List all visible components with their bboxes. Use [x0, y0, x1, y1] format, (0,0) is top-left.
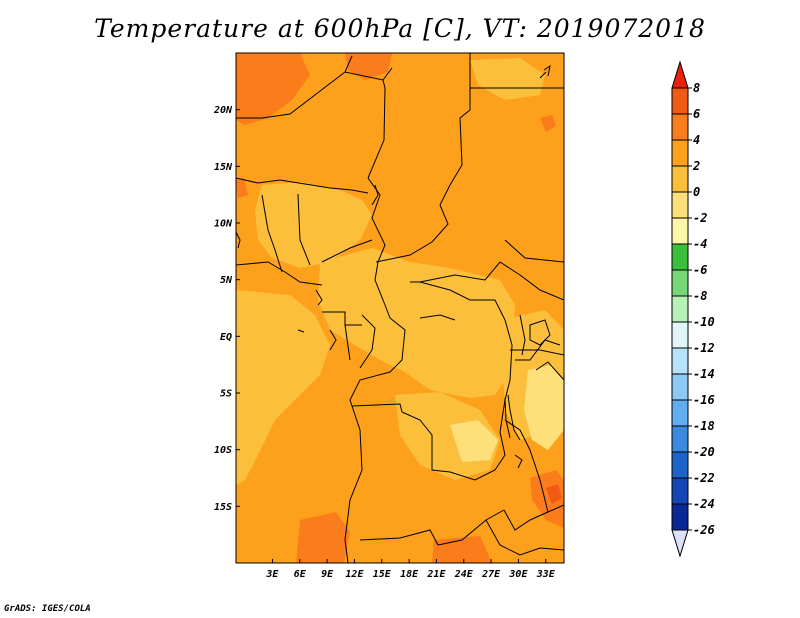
colorbar-level-label: -2 — [693, 211, 707, 225]
latitude-labels: 20N 15N 10N 5N EQ 5S 10S 15S — [213, 105, 233, 513]
colorbar-swatch — [671, 373, 689, 401]
field-4-to-6-southeast — [530, 470, 564, 528]
field-minus2-to-0-south — [450, 420, 498, 462]
colorbar-level-label: -12 — [693, 341, 715, 355]
latitude-label: 10N — [214, 219, 233, 230]
field-6-to-8-southeast — [546, 484, 562, 504]
field-0-to-2-coast — [236, 290, 330, 485]
colorbar-swatch — [671, 217, 689, 245]
colorbar-level-label: -26 — [693, 523, 715, 537]
field-0-to-2-north — [470, 58, 545, 100]
colorbar-level-label: 6 — [693, 107, 700, 121]
field-4-to-6-north — [345, 53, 392, 80]
colorbar-swatch — [671, 451, 689, 479]
colorbar-bottom-triangle — [671, 529, 689, 558]
longitude-label: 30E — [508, 569, 528, 580]
longitude-ticks — [271, 559, 547, 563]
longitude-label: 12E — [345, 569, 364, 580]
colorbar-level-label: -4 — [693, 237, 707, 251]
longitude-label: 3E — [265, 569, 279, 580]
colorbar-swatch — [671, 477, 689, 505]
latitude-label: 5S — [220, 389, 232, 400]
longitude-label: 6E — [294, 569, 307, 580]
colorbar-level-label: -8 — [693, 289, 707, 303]
colorbar-swatch — [671, 139, 689, 167]
latitude-label: EQ — [220, 332, 232, 343]
colorbar-swatch — [671, 347, 689, 375]
colorbar-level-label: -10 — [693, 315, 715, 329]
longitude-labels: 3E 6E 9E 12E 15E 18E 21E 24E 27E 30E 33E — [265, 569, 555, 580]
map-title: Temperature at 600hPa [C], VT: 201907201… — [94, 14, 706, 43]
latitude-label: 5N — [220, 275, 233, 286]
field-minus2-to-0-east — [524, 365, 564, 450]
field-4-to-6-northwest — [236, 53, 310, 125]
colorbar-swatch — [671, 165, 689, 193]
colorbar-level-label: -16 — [693, 393, 715, 407]
latitude-label: 15N — [214, 162, 233, 173]
longitude-label: 27E — [481, 569, 501, 580]
field-4-to-6-sahara — [540, 115, 556, 132]
latitude-ticks — [236, 109, 240, 507]
field-0-to-2-west-africa — [255, 182, 372, 268]
colorbar-swatch — [671, 425, 689, 453]
colorbar-swatch — [671, 269, 689, 297]
country-borders — [236, 53, 564, 563]
colorbar-level-label: 0 — [693, 185, 700, 199]
colorbar-level-label: 2 — [692, 159, 700, 173]
colorbar — [671, 60, 692, 558]
longitude-label: 33E — [536, 569, 556, 580]
longitude-label: 21E — [426, 569, 446, 580]
colorbar-swatch — [671, 113, 689, 141]
longitude-label: 24E — [454, 569, 474, 580]
colorbar-level-label: -6 — [693, 263, 707, 277]
latitude-label: 20N — [213, 105, 233, 116]
colorbar-swatch — [671, 295, 689, 323]
map-frame — [235, 52, 565, 564]
colorbar-level-label: 8 — [693, 81, 700, 95]
longitude-label: 15E — [373, 569, 392, 580]
field-4-to-6-southwest — [296, 512, 350, 563]
colorbar-level-label: -24 — [693, 497, 715, 511]
colorbar-swatch — [671, 243, 689, 271]
colorbar-swatch — [671, 321, 689, 349]
colorbar-level-label: -14 — [693, 367, 715, 381]
colorbar-swatch — [671, 399, 689, 427]
latitude-label: 10S — [214, 445, 232, 456]
temperature-map — [236, 53, 564, 563]
field-4-to-6-west — [236, 178, 248, 198]
lakes-and-coastlines — [236, 64, 551, 469]
longitude-label: 9E — [321, 569, 334, 580]
colorbar-level-label: -18 — [693, 419, 715, 433]
colorbar-level-label: -20 — [693, 445, 715, 459]
colorbar-top-triangle — [671, 60, 689, 89]
software-credit: GrADS: IGES/COLA — [4, 604, 91, 614]
colorbar-swatch — [671, 87, 689, 115]
colorbar-level-label: -22 — [693, 471, 715, 485]
field-0-to-2-central-africa — [318, 248, 515, 398]
colorbar-labels: 8 6 4 2 0 -2 -4 -6 -8 -10 -12 -14 -16 -18 -20 -22 -24 -26 — [692, 81, 715, 537]
colorbar-swatch — [671, 503, 689, 531]
colorbar-swatch — [671, 191, 689, 219]
colorbar-level-label: 4 — [693, 133, 700, 147]
longitude-label: 18E — [400, 569, 419, 580]
latitude-label: 15S — [214, 502, 232, 513]
